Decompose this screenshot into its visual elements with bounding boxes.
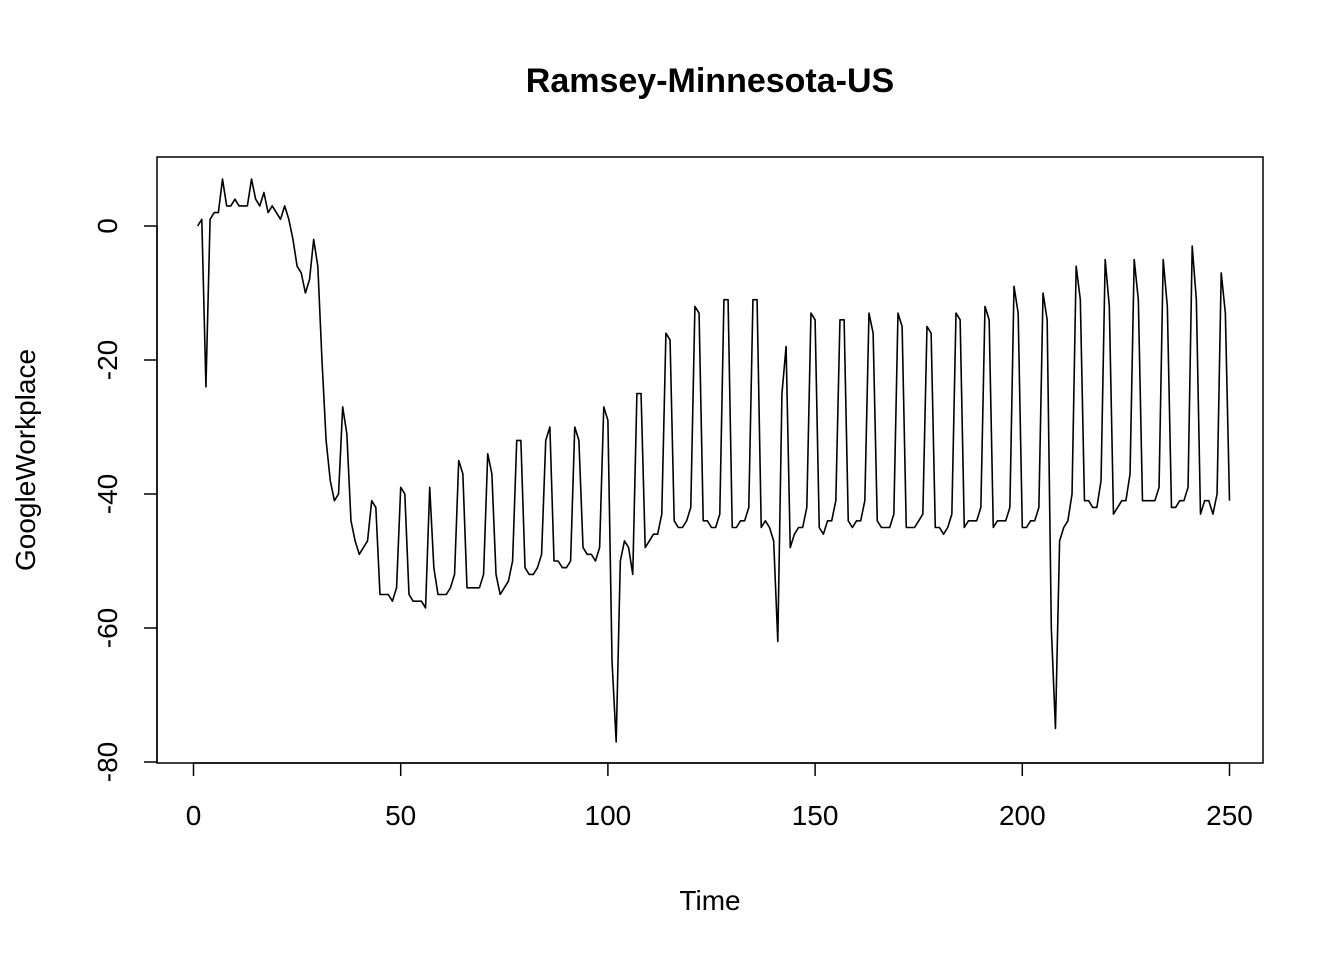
x-tick-label: 200: [999, 800, 1046, 831]
x-axis: 0 50 100 150 200 250: [186, 762, 1253, 831]
x-tick-label: 250: [1206, 800, 1253, 831]
plot-frame: [156, 156, 1264, 764]
y-tick-label: -40: [92, 474, 123, 514]
x-tick-label: 100: [585, 800, 632, 831]
y-axis-label: GoogleWorkplace: [10, 349, 41, 571]
x-tick-label: 50: [385, 800, 416, 831]
y-tick-label: -60: [92, 608, 123, 648]
x-tick-label: 0: [186, 800, 202, 831]
y-tick-label: 0: [92, 218, 123, 234]
x-tick-label: 150: [792, 800, 839, 831]
series-line: [196, 178, 1231, 743]
y-tick-label: -20: [92, 340, 123, 380]
chart-title: Ramsey-Minnesota-US: [526, 62, 894, 100]
x-axis-label: Time: [679, 885, 740, 916]
y-tick-label: -80: [92, 742, 123, 782]
y-axis: -80 -60 -40 -20 0: [92, 218, 158, 782]
